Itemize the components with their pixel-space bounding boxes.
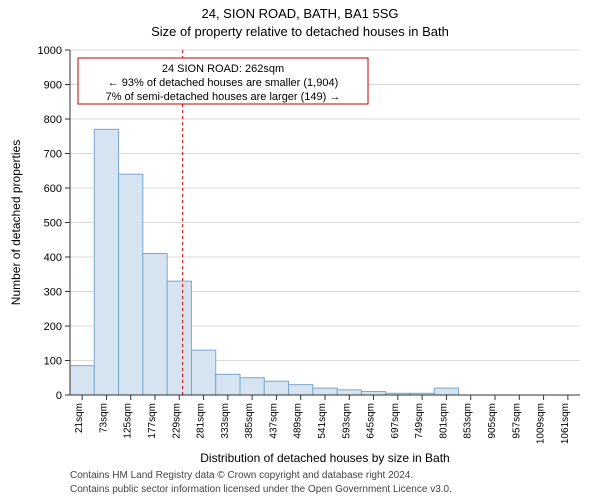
chart-title-line2: Size of property relative to detached ho… <box>151 24 449 39</box>
annotation-line1: 24 SION ROAD: 262sqm <box>162 63 284 75</box>
ytick-label: 500 <box>44 218 62 230</box>
histogram-bar <box>361 392 385 395</box>
xtick-label: 749sqm <box>414 403 425 439</box>
ytick-label: 300 <box>44 287 62 299</box>
annotation-line3: 7% of semi-detached houses are larger (1… <box>106 91 341 103</box>
ytick-label: 600 <box>44 183 62 195</box>
histogram-bar <box>313 388 337 395</box>
ytick-label: 800 <box>44 114 62 126</box>
chart-title-line1: 24, SION ROAD, BATH, BA1 5SG <box>202 6 399 21</box>
xtick-label: 125sqm <box>123 403 134 439</box>
footer-line1: Contains HM Land Registry data © Crown c… <box>70 470 413 481</box>
histogram-bar <box>264 381 288 395</box>
histogram-bar <box>337 390 361 395</box>
xtick-label: 437sqm <box>268 403 279 439</box>
x-axis-label: Distribution of detached houses by size … <box>200 451 449 465</box>
xtick-label: 645sqm <box>366 403 377 439</box>
histogram-bar <box>119 174 143 395</box>
histogram-bar <box>289 385 313 395</box>
y-axis-label: Number of detached properties <box>9 140 23 305</box>
ytick-label: 900 <box>44 80 62 92</box>
xtick-label: 177sqm <box>147 403 158 439</box>
xtick-label: 333sqm <box>220 403 231 439</box>
xtick-label: 21sqm <box>74 403 85 433</box>
ytick-label: 200 <box>44 321 62 333</box>
xtick-label: 957sqm <box>511 403 522 439</box>
xtick-label: 801sqm <box>438 403 449 439</box>
footer-line2: Contains public sector information licen… <box>70 484 452 495</box>
histogram-bar <box>191 350 215 395</box>
histogram-bar <box>143 254 167 395</box>
ytick-label: 100 <box>44 356 62 368</box>
chart-svg: 0 100 200 300 400 500 600 700 800 900 1000 21sqm 73s… <box>0 0 600 500</box>
xtick-label: 489sqm <box>293 403 304 439</box>
annotation-line2: ← 93% of detached houses are smaller (1,… <box>108 77 339 89</box>
xtick-label: 281sqm <box>196 403 207 439</box>
xtick-label: 593sqm <box>341 403 352 439</box>
xtick-label: 905sqm <box>487 403 498 439</box>
xtick-label: 1009sqm <box>536 403 547 444</box>
xtick-label: 853sqm <box>463 403 474 439</box>
xtick-label: 73sqm <box>98 403 109 433</box>
property-size-histogram: 0 100 200 300 400 500 600 700 800 900 1000 21sqm 73s… <box>0 0 600 500</box>
xtick-label: 229sqm <box>171 403 182 439</box>
ytick-label: 0 <box>56 390 62 402</box>
histogram-bar <box>434 388 458 395</box>
xtick-label: 385sqm <box>244 403 255 439</box>
ytick-label: 700 <box>44 149 62 161</box>
histogram-bar <box>70 366 94 395</box>
histogram-bar <box>216 374 240 395</box>
xtick-label: 541sqm <box>317 403 328 439</box>
xtick-label: 1061sqm <box>560 403 571 444</box>
ytick-label: 400 <box>44 252 62 264</box>
histogram-bar <box>240 378 264 395</box>
histogram-bar <box>94 129 118 395</box>
xtick-label: 697sqm <box>390 403 401 439</box>
ytick-label: 1000 <box>38 45 62 57</box>
histogram-bar <box>167 281 191 395</box>
